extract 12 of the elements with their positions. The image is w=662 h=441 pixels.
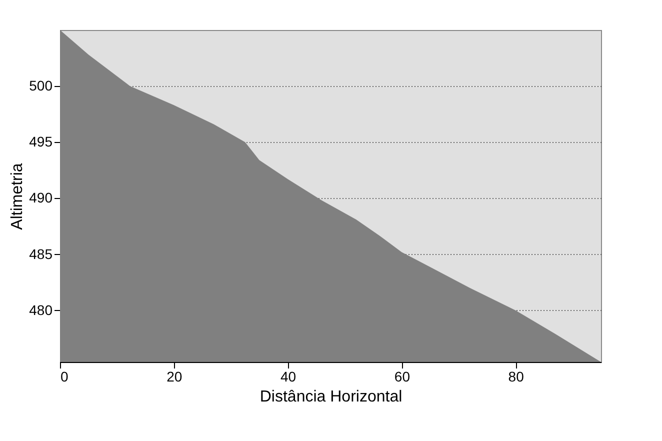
y-tick-label: 490 <box>29 190 53 206</box>
y-tick-label: 485 <box>29 246 53 262</box>
y-tick-label: 500 <box>29 78 53 94</box>
y-axis-title: Altimetria <box>9 163 26 230</box>
x-axis-title: Distância Horizontal <box>260 388 402 406</box>
x-tick-label: 0 <box>60 368 68 384</box>
x-tick-label: 20 <box>166 368 182 384</box>
x-tick-label: 80 <box>508 368 524 384</box>
x-tick-label: 40 <box>280 368 296 384</box>
x-tick-label: 60 <box>394 368 410 384</box>
y-tick-label: 495 <box>29 134 53 150</box>
y-tick-label: 480 <box>29 302 53 318</box>
